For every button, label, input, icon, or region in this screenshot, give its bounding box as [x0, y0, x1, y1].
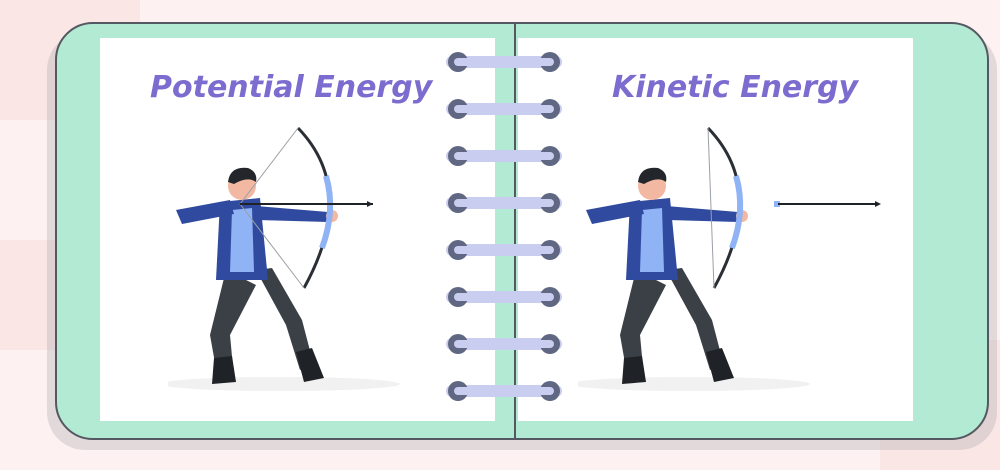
spiral-ring	[446, 334, 562, 354]
archer-drawing-bow-icon	[168, 126, 400, 391]
spiral-ring	[446, 99, 562, 119]
spiral-binding	[446, 52, 562, 401]
potential-energy-title: Potential Energy	[150, 70, 433, 105]
kinetic-energy-title: Kinetic Energy	[612, 70, 859, 105]
spiral-ring	[446, 146, 562, 166]
background-square	[0, 240, 60, 350]
spiral-ring	[446, 52, 562, 72]
spiral-ring	[446, 287, 562, 307]
spiral-ring	[446, 240, 562, 260]
archer-released-arrow-icon	[578, 126, 881, 391]
spiral-ring	[446, 193, 562, 213]
spiral-ring	[446, 381, 562, 401]
